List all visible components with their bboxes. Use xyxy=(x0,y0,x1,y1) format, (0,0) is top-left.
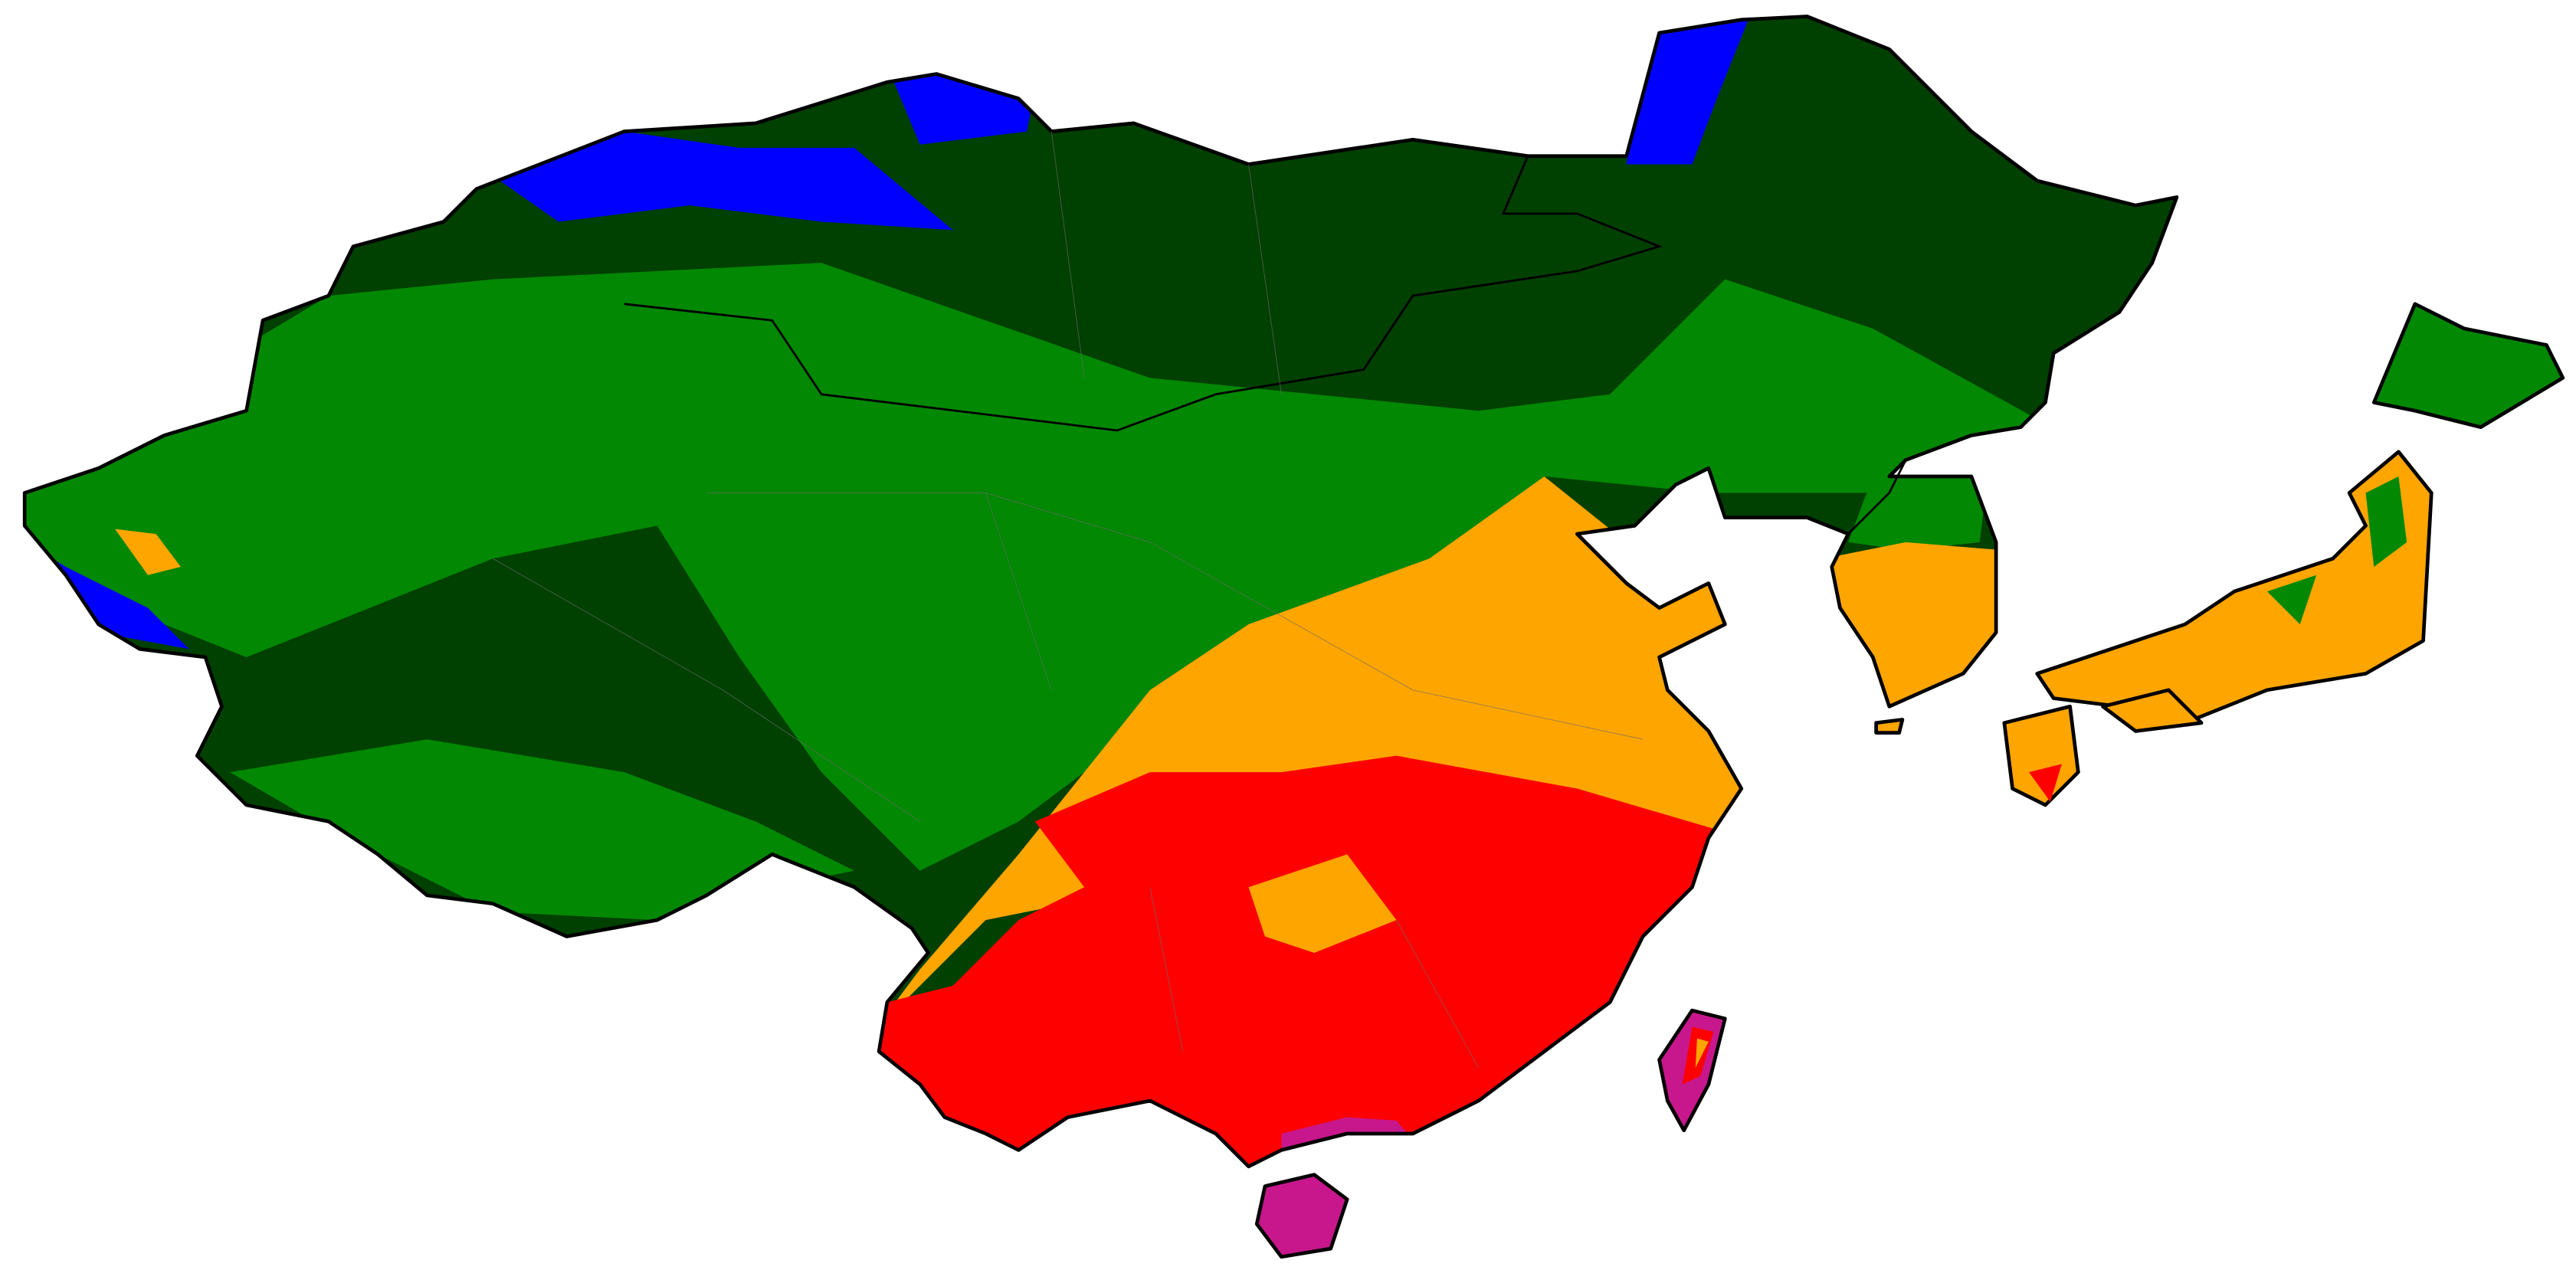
zone-red xyxy=(870,755,1717,1167)
china-mongolia-border xyxy=(624,155,1663,432)
honshu xyxy=(2035,450,2433,725)
province-lines xyxy=(492,131,1644,1069)
jeju-island xyxy=(1874,718,1905,735)
china-korea-border xyxy=(1847,459,1907,535)
taiwan-island xyxy=(1657,1008,1727,1133)
zone-orange-patch xyxy=(1248,854,1397,954)
japan-islands xyxy=(1874,302,2565,807)
hokkaido xyxy=(2371,302,2565,430)
zone-blue-northeast xyxy=(1626,16,1750,165)
kyushu xyxy=(2002,704,2080,807)
zone-orange-west xyxy=(115,529,181,575)
zone-green-korea xyxy=(1848,476,1988,551)
zone-green-south xyxy=(230,739,854,921)
zone-blue-mongolia xyxy=(476,131,953,231)
hainan-island xyxy=(1254,1173,1349,1259)
zone-green xyxy=(25,263,2037,871)
shikoku xyxy=(2101,688,2204,733)
